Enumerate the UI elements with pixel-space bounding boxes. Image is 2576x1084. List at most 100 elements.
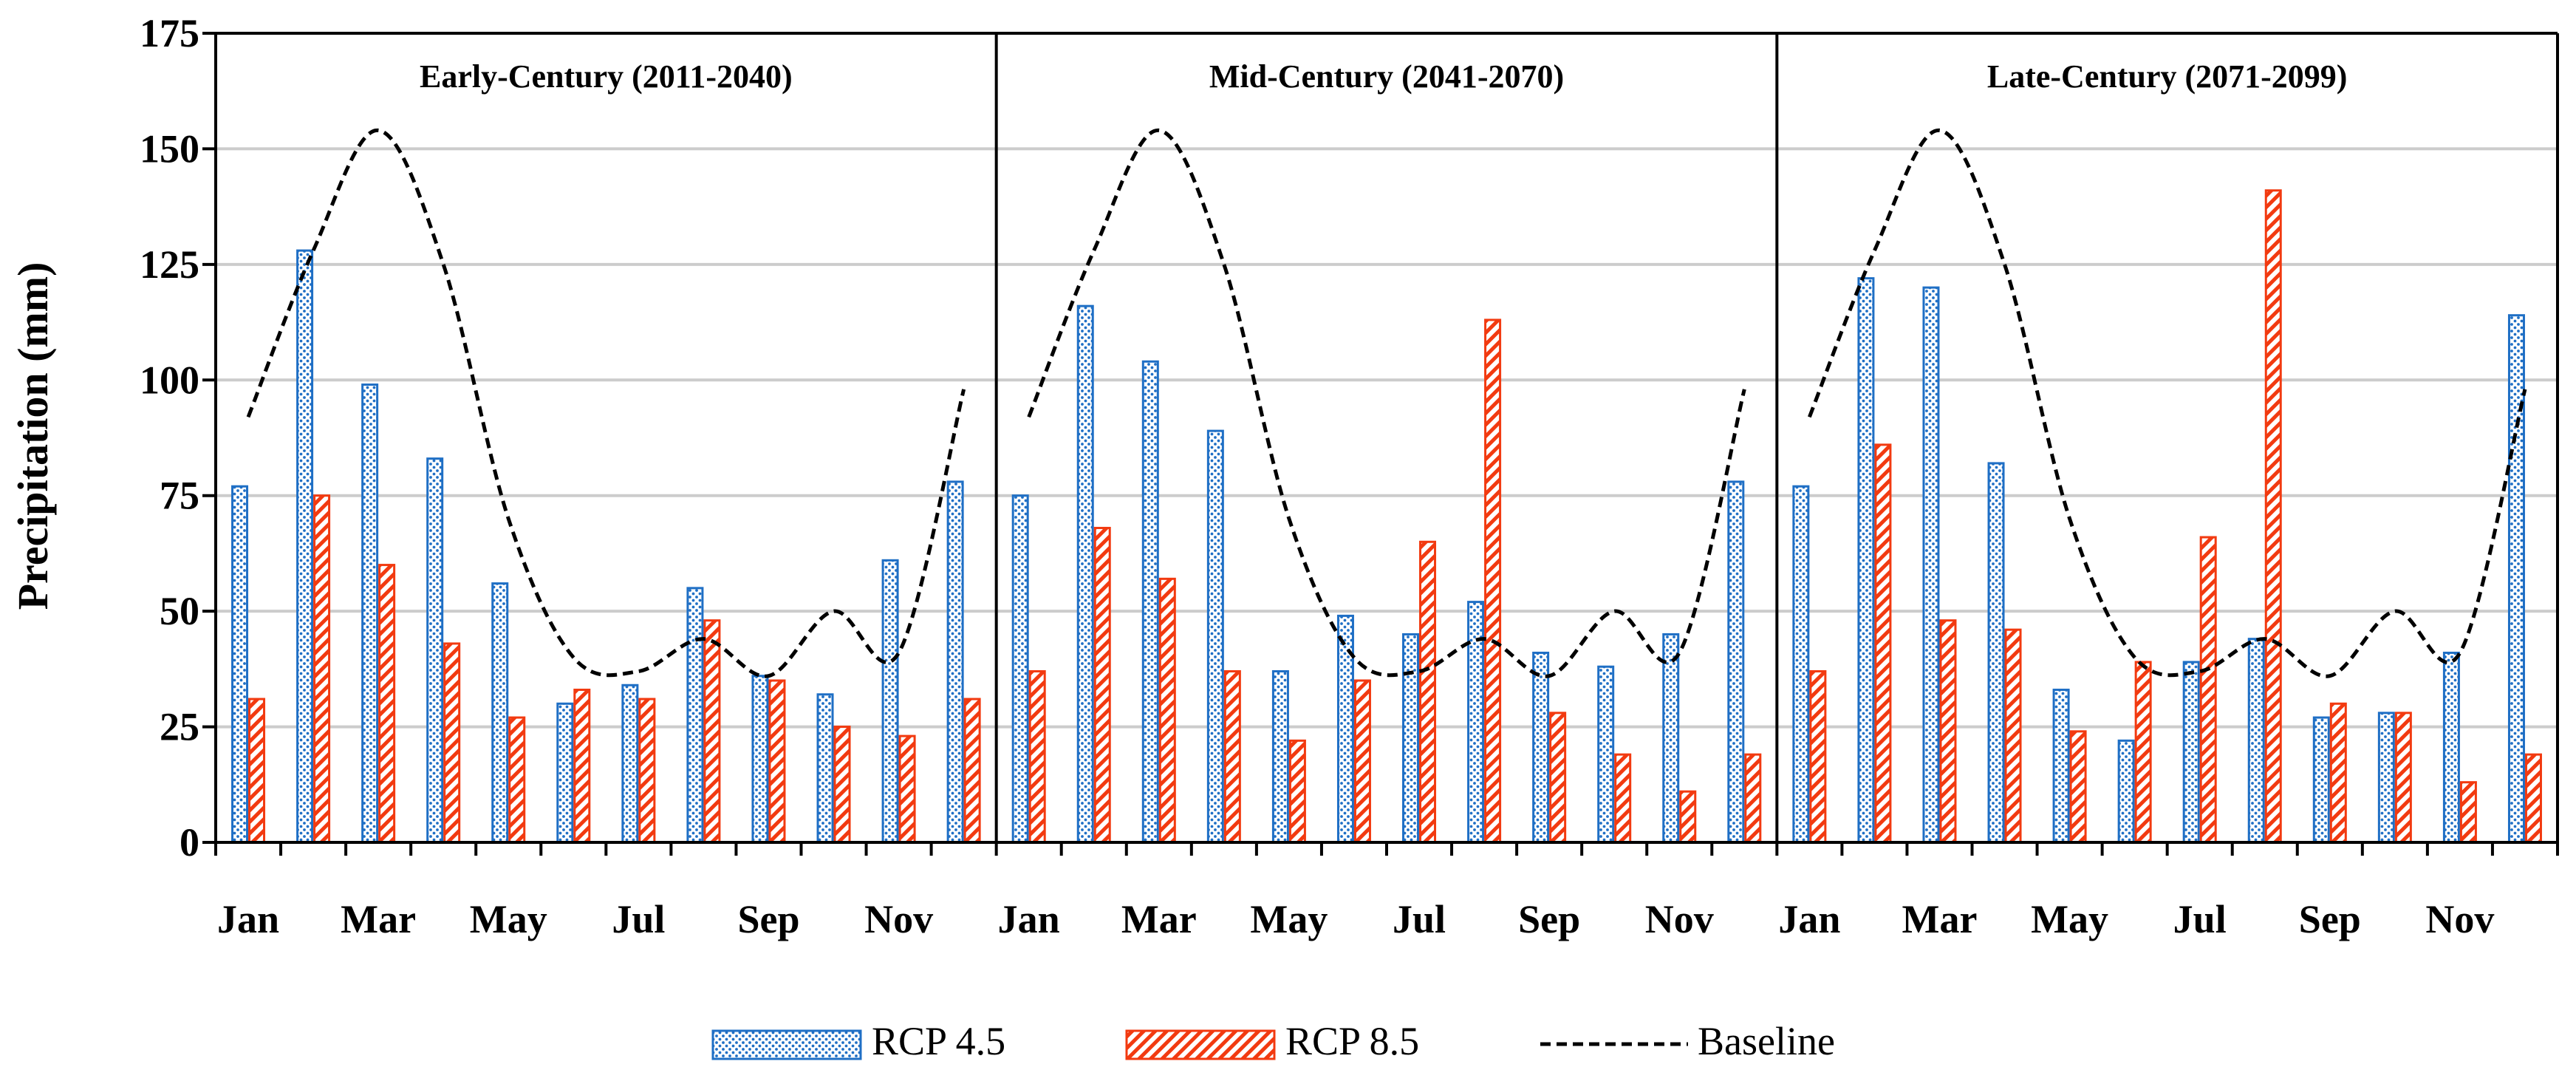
bar-rcp85-p1-oct bbox=[833, 726, 851, 844]
bar-rcp45-p2-jan bbox=[1011, 494, 1029, 844]
x-tick-label-p3-jul: Jul bbox=[2173, 897, 2227, 941]
bar-rcp85-p2-aug bbox=[1484, 318, 1502, 844]
bar-rcp45-p2-apr bbox=[1206, 429, 1224, 844]
x-tick-label-p2-jul: Jul bbox=[1393, 897, 1446, 941]
x-tick-label-p1-may: May bbox=[470, 897, 547, 941]
plot-frame bbox=[216, 32, 2559, 842]
bar-rcp85-p1-aug bbox=[703, 619, 721, 844]
x-tick-label-p1-mar: Mar bbox=[341, 897, 416, 941]
bar-rcp45-p3-mar bbox=[1922, 286, 1940, 844]
baseline-line-p2 bbox=[1027, 128, 1746, 678]
period-title-2: Mid-Century (2041-2070) bbox=[1209, 58, 1564, 95]
bar-rcp45-p1-may bbox=[491, 582, 509, 844]
bar-rcp45-p3-jan bbox=[1792, 485, 1810, 844]
x-tick-label-p2-nov: Nov bbox=[1645, 897, 1714, 941]
bar-rcp85-p3-oct bbox=[2394, 712, 2412, 844]
bar-rcp85-p1-mar bbox=[378, 564, 396, 844]
bar-rcp85-p1-feb bbox=[313, 494, 331, 844]
bar-rcp85-p1-nov bbox=[898, 734, 916, 844]
bar-rcp85-p2-mar bbox=[1158, 577, 1176, 844]
bar-rcp85-p3-mar bbox=[1939, 619, 1957, 844]
baseline-line-p1 bbox=[246, 128, 966, 678]
bar-rcp85-p3-jul bbox=[2199, 536, 2217, 844]
period-title-3: Late-Century (2071-2099) bbox=[1987, 58, 2348, 95]
period-title-1: Early-Century (2011-2040) bbox=[420, 58, 793, 95]
bar-rcp45-p3-sep bbox=[2312, 716, 2330, 844]
bar-rcp85-p2-nov bbox=[1679, 790, 1697, 844]
x-tick-label-p2-may: May bbox=[1250, 897, 1328, 941]
baseline-series bbox=[246, 128, 2527, 678]
bar-rcp85-p2-apr bbox=[1223, 669, 1241, 844]
bar-rcp45-p2-may bbox=[1271, 669, 1289, 844]
bar-rcp85-p3-jun bbox=[2134, 661, 2152, 844]
bar-rcp45-p2-mar bbox=[1141, 360, 1159, 844]
legend-swatch-rcp85 bbox=[1125, 1029, 1276, 1060]
x-tick-label-p3-nov: Nov bbox=[2425, 897, 2494, 941]
bar-rcp85-p2-sep bbox=[1549, 712, 1567, 844]
bar-rcp85-p3-sep bbox=[2329, 702, 2347, 844]
baseline-line-p3 bbox=[1808, 128, 2527, 678]
bars bbox=[231, 189, 2542, 844]
bar-rcp45-p1-feb bbox=[296, 249, 314, 844]
x-tick-label-p2-sep: Sep bbox=[1518, 897, 1580, 941]
bar-rcp85-p2-feb bbox=[1093, 527, 1111, 844]
bar-rcp85-p3-jan bbox=[1809, 669, 1827, 844]
bar-rcp45-p1-apr bbox=[426, 457, 444, 844]
legend-label-rcp85: RCP 8.5 bbox=[1285, 1019, 1419, 1063]
y-tick-label-175: 175 bbox=[140, 11, 199, 55]
legend: RCP 4.5 RCP 8.5 Baseline bbox=[711, 1019, 1835, 1063]
bar-rcp85-p3-dec bbox=[2524, 753, 2542, 844]
x-tick-label-p3-may: May bbox=[2031, 897, 2108, 941]
bar-rcp45-p3-nov bbox=[2442, 651, 2460, 844]
bar-rcp85-p1-may bbox=[508, 716, 526, 844]
bar-rcp85-p2-jan bbox=[1028, 669, 1046, 844]
x-tick-label-p3-mar: Mar bbox=[1902, 897, 1978, 941]
bar-rcp85-p1-jul bbox=[638, 698, 656, 844]
bar-rcp45-p3-jul bbox=[2182, 661, 2200, 844]
bar-rcp45-p3-apr bbox=[1987, 462, 2005, 844]
y-tick-label-50: 50 bbox=[160, 589, 199, 633]
bar-rcp45-p1-jul bbox=[621, 684, 639, 844]
bar-rcp45-p3-dec bbox=[2507, 314, 2525, 844]
bar-rcp85-p3-nov bbox=[2459, 781, 2477, 844]
bar-rcp45-p2-feb bbox=[1076, 304, 1094, 844]
bar-rcp45-p1-sep bbox=[751, 675, 769, 844]
bar-rcp45-p2-jul bbox=[1402, 633, 1420, 844]
bar-rcp85-p1-apr bbox=[443, 642, 461, 844]
x-tick-label-p1-jul: Jul bbox=[612, 897, 665, 941]
bar-rcp85-p1-sep bbox=[768, 679, 786, 844]
gridlines bbox=[216, 147, 2558, 729]
legend-label-baseline: Baseline bbox=[1698, 1019, 1835, 1063]
y-tick-label-100: 100 bbox=[140, 358, 199, 402]
bar-rcp45-p1-aug bbox=[686, 587, 704, 844]
bar-rcp45-p2-jun bbox=[1336, 614, 1354, 844]
bar-rcp45-p2-sep bbox=[1532, 651, 1550, 844]
bar-rcp45-p1-mar bbox=[361, 384, 379, 844]
y-tick-label-0: 0 bbox=[180, 820, 199, 865]
x-tick-label-p1-sep: Sep bbox=[737, 897, 799, 941]
x-tick-label-p2-jan: Jan bbox=[998, 897, 1060, 941]
bar-rcp45-p1-nov bbox=[881, 559, 899, 844]
bar-rcp85-p3-apr bbox=[2004, 628, 2022, 844]
x-tick-label-p2-mar: Mar bbox=[1121, 897, 1197, 941]
bar-rcp45-p3-jun bbox=[2117, 739, 2135, 844]
bar-rcp85-p1-jun bbox=[573, 689, 591, 844]
y-axis-label: Precipitation (mm) bbox=[9, 262, 57, 610]
x-tick-label-p1-jan: Jan bbox=[217, 897, 279, 941]
bar-rcp85-p2-oct bbox=[1614, 753, 1632, 844]
bar-rcp45-p1-oct bbox=[816, 693, 834, 844]
bar-rcp85-p2-jul bbox=[1419, 540, 1437, 844]
bar-rcp85-p3-aug bbox=[2264, 189, 2282, 844]
bar-rcp45-p1-jan bbox=[231, 485, 249, 844]
bar-rcp85-p2-dec bbox=[1744, 753, 1762, 844]
bar-rcp45-p2-oct bbox=[1597, 665, 1615, 844]
bar-rcp45-p3-feb bbox=[1857, 277, 1875, 844]
labels: Precipitation (mm) 0 25 50 75 100 125 150 175 Ja… bbox=[9, 11, 2494, 941]
bar-rcp45-p2-dec bbox=[1727, 480, 1745, 844]
y-tick-label-25: 25 bbox=[160, 705, 199, 749]
axes bbox=[202, 32, 2559, 856]
x-tick-label-p1-nov: Nov bbox=[864, 897, 933, 941]
bar-rcp45-p3-aug bbox=[2247, 638, 2265, 844]
